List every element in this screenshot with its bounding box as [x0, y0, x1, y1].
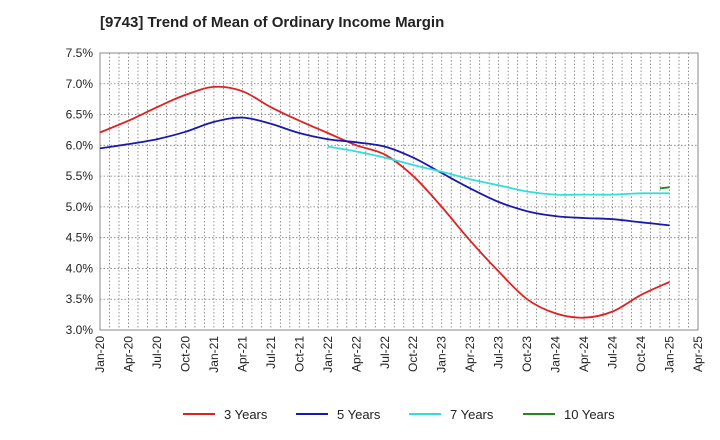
x-tick-label: Jan-23: [435, 336, 449, 373]
legend-label-7-years: 7 Years: [450, 407, 494, 422]
x-tick-label: Oct-24: [634, 336, 648, 372]
x-tick-label: Jan-21: [207, 336, 221, 373]
x-tick-label: Jul-22: [378, 336, 392, 369]
y-tick-label: 6.0%: [66, 138, 94, 152]
series-line-7-years: [327, 145, 670, 196]
y-tick-label: 6.5%: [66, 108, 94, 122]
x-tick-label: Apr-22: [349, 336, 363, 372]
legend-label-5-years: 5 Years: [337, 407, 381, 422]
x-tick-label: Apr-24: [577, 336, 591, 372]
x-tick-label: Oct-22: [406, 336, 420, 372]
y-tick-label: 5.0%: [66, 200, 94, 214]
x-tick-label: Jul-24: [606, 336, 620, 369]
y-tick-label: 7.0%: [66, 77, 94, 91]
plot-frame: [99, 52, 699, 331]
legend-label-3-years: 3 Years: [224, 407, 268, 422]
x-tick-label: Jan-25: [663, 336, 677, 373]
x-tick-label: Apr-21: [235, 336, 249, 372]
series-line-5-years: [99, 116, 670, 227]
x-tick-label: Jan-24: [549, 336, 563, 373]
grid-lines: [100, 53, 698, 330]
y-tick-label: 3.0%: [66, 323, 94, 337]
x-tick-label: Jul-21: [264, 336, 278, 369]
chart-title: [9743] Trend of Mean of Ordinary Income …: [100, 14, 445, 31]
x-tick-label: Oct-21: [292, 336, 306, 372]
x-tick-label: Oct-20: [178, 336, 192, 372]
legend-label-10-years: 10 Years: [564, 407, 615, 422]
series-lines: [99, 85, 670, 319]
y-tick-label: 5.5%: [66, 169, 94, 183]
series-line-3-years: [99, 85, 670, 319]
x-tick-label: Oct-23: [520, 336, 534, 372]
x-tick-label: Jul-23: [492, 336, 506, 369]
series-line-10-years: [659, 186, 670, 190]
y-tick-label: 4.0%: [66, 261, 94, 275]
x-tick-label: Jan-22: [321, 336, 335, 373]
x-tick-label: Apr-25: [691, 336, 705, 372]
y-tick-label: 3.5%: [66, 292, 94, 306]
x-tick-label: Jul-20: [150, 336, 164, 369]
y-tick-label: 7.5%: [66, 46, 94, 60]
x-tick-label: Jan-20: [93, 336, 107, 373]
y-tick-label: 4.5%: [66, 231, 94, 245]
x-tick-label: Apr-20: [121, 336, 135, 372]
x-tick-label: Apr-23: [463, 336, 477, 372]
legend: 3 Years 5 Years 7 Years 10 Years: [183, 407, 615, 422]
axes: 3.0% 3.5% 4.0% 4.5% 5.0% 5.5% 6.0% 6.5% 7.0% 7.5%…: [66, 46, 705, 373]
